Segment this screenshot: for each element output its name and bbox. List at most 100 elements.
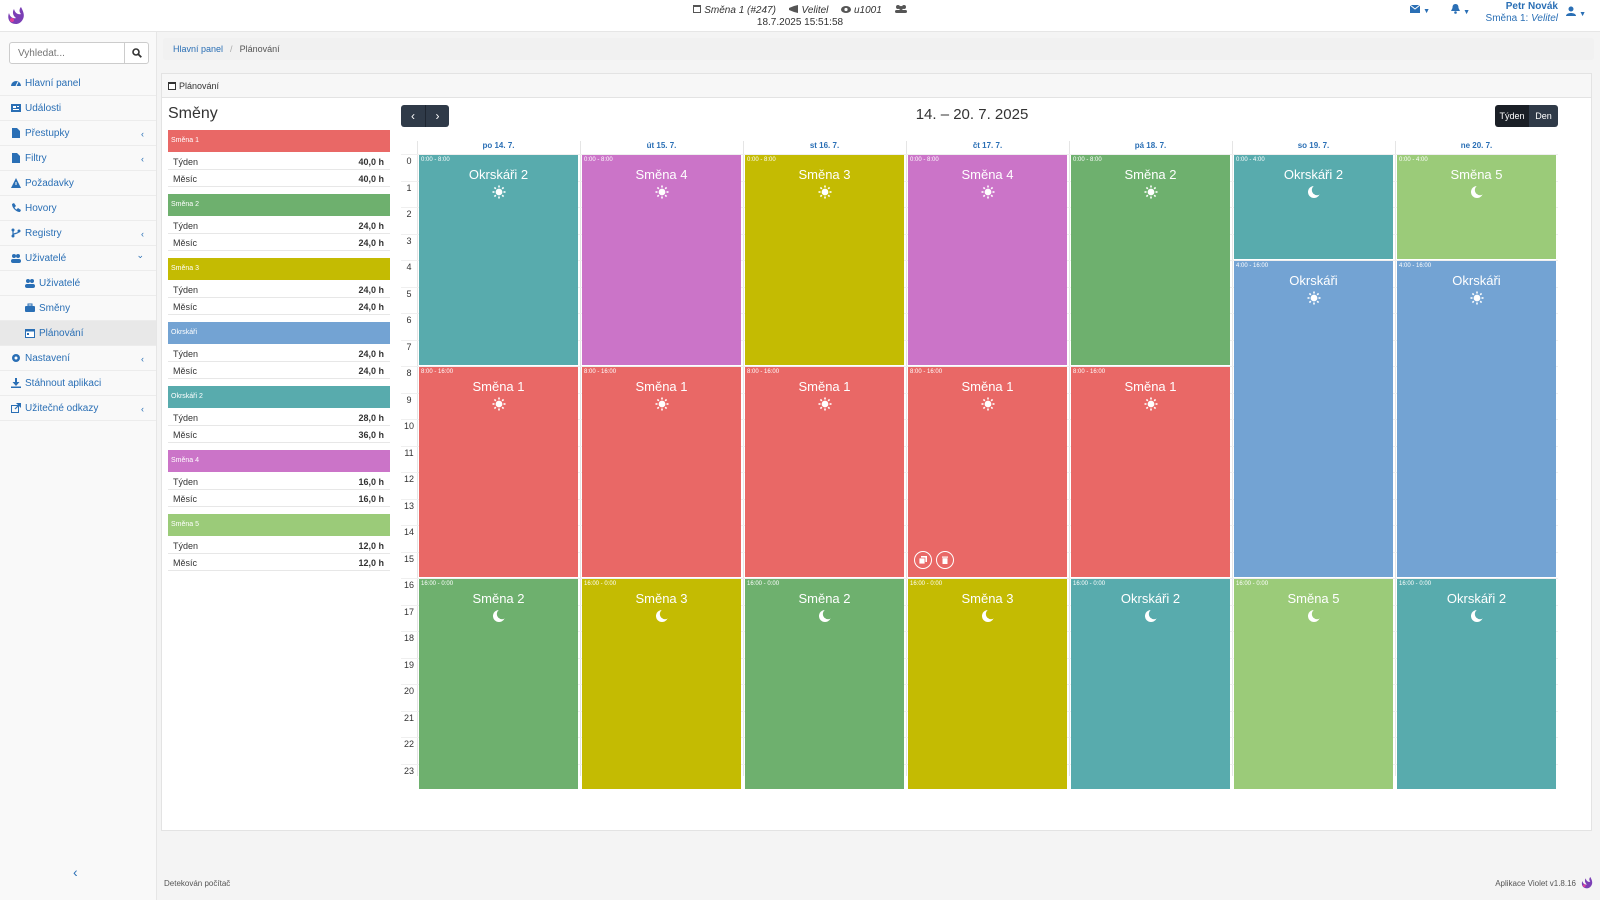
sun-icon: [1307, 291, 1320, 305]
shift-week-label: Týden: [173, 220, 199, 231]
shift-event[interactable]: 16:00 - 0:00 Směna 5: [1234, 579, 1393, 789]
event-shift-name: Okrskáři: [1289, 273, 1338, 288]
event-time: 16:00 - 0:00: [910, 581, 943, 587]
shift-month-row: Měsíc 12,0 h: [168, 555, 390, 571]
week-view-button[interactable]: Týden: [1495, 105, 1529, 127]
day-divider: [417, 141, 418, 776]
sidebar-item-icon: [11, 78, 21, 88]
shift-event[interactable]: 4:00 - 16:00 Okrskáři: [1397, 261, 1556, 577]
sidebar-item-label: Požadavky: [25, 177, 74, 189]
calendar-icon: [693, 5, 702, 13]
hour-label: 5: [406, 288, 412, 299]
sidebar-item-hovory[interactable]: Hovory: [0, 196, 156, 221]
main-content: Hlavní panel / Plánování Plánování Směny…: [157, 32, 1600, 868]
users-icon: [25, 279, 35, 288]
calendar-icon: [25, 329, 35, 338]
sidebar-item-label: Stáhnout aplikaci: [25, 377, 102, 389]
shift-event[interactable]: 16:00 - 0:00 Směna 3: [582, 579, 741, 789]
shift-event[interactable]: 0:00 - 8:00 Okrskáři 2: [419, 155, 578, 365]
shift-event[interactable]: 0:00 - 8:00 Směna 3: [745, 155, 904, 365]
sidebar-item-hlavni-panel[interactable]: Hlavní panel: [0, 71, 156, 96]
event-icon: [1397, 291, 1556, 305]
event-shift-name: Směna 2: [798, 591, 851, 606]
sidebar-item-smeny[interactable]: Směny: [0, 296, 156, 321]
day-divider: [743, 141, 744, 776]
sidebar-item-pozadavky[interactable]: Požadavky: [0, 171, 156, 196]
user-info[interactable]: Petr Novák Směna 1: Velitel: [1486, 1, 1558, 25]
sidebar-item-uzivatele[interactable]: Uživatelé: [0, 271, 156, 296]
sidebar-item-prestupky[interactable]: Přestupky ‹: [0, 121, 156, 146]
previous-week-button[interactable]: ‹: [401, 105, 425, 127]
current-shift[interactable]: Směna 1 (#247): [693, 5, 778, 16]
shift-week-hours: 24,0 h: [358, 284, 384, 295]
shift-event[interactable]: 0:00 - 8:00 Směna 4: [582, 155, 741, 365]
sidebar-item-label: Uživatelé: [39, 277, 81, 289]
shift-event[interactable]: 8:00 - 16:00 Směna 1: [745, 367, 904, 577]
sidebar-item-filtry[interactable]: Filtry ‹: [0, 146, 156, 171]
team-button[interactable]: [894, 5, 907, 16]
watcher[interactable]: u1001: [841, 5, 884, 16]
shift-event[interactable]: 16:00 - 0:00 Směna 3: [908, 579, 1067, 789]
shift-header: Směna 3: [168, 258, 390, 280]
device-detected-text: Detekován počítač: [164, 879, 231, 888]
top-bar: Směna 1 (#247) Velitel u1001 18.7.2025 1…: [0, 0, 1600, 32]
sidebar-item-nastaveni[interactable]: Nastavení ‹: [0, 346, 156, 371]
event-icon: [745, 185, 904, 199]
shift-event[interactable]: 4:00 - 16:00 Okrskáři: [1234, 261, 1393, 577]
copy-event-button[interactable]: [914, 551, 932, 569]
messages-menu[interactable]: ▼: [1409, 4, 1430, 16]
calendar-icon: [168, 81, 176, 90]
shift-event[interactable]: 0:00 - 8:00 Směna 4: [908, 155, 1067, 365]
shift-event[interactable]: 16:00 - 0:00 Okrskáři 2: [1397, 579, 1556, 789]
caret-down-icon: ▼: [1463, 9, 1470, 16]
shift-event[interactable]: 0:00 - 4:00 Okrskáři 2: [1234, 155, 1393, 259]
shift-event[interactable]: 16:00 - 0:00 Směna 2: [419, 579, 578, 789]
shift-header: Okrskáři 2: [168, 386, 390, 408]
shift-event[interactable]: 8:00 - 16:00 Směna 1: [419, 367, 578, 577]
sidebar-item-uzitecne-odkazy[interactable]: Užitečné odkazy ‹: [0, 396, 156, 421]
planning-panel: Plánování Směny Směna 1 Týden 40,0 h Měsíc 4…: [161, 73, 1592, 831]
event-time: 0:00 - 4:00: [1236, 157, 1265, 163]
search-input[interactable]: [10, 43, 125, 63]
shift-week-hours: 24,0 h: [358, 220, 384, 231]
event-shift-name: Okrskáři: [1452, 273, 1501, 288]
collapse-sidebar-button[interactable]: ‹: [73, 864, 78, 880]
chevron-left-icon: ‹: [141, 129, 144, 139]
shift-event[interactable]: 16:00 - 0:00 Směna 2: [745, 579, 904, 789]
event-icon: [419, 397, 578, 411]
cog-icon: [12, 354, 20, 362]
shift-event[interactable]: 16:00 - 0:00 Okrskáři 2: [1071, 579, 1230, 789]
sidebar-item-stahnout-aplikaci[interactable]: Stáhnout aplikaci: [0, 371, 156, 396]
current-role[interactable]: Velitel: [788, 5, 831, 16]
app-logo[interactable]: [4, 4, 28, 28]
shift-month-hours: 40,0 h: [358, 173, 384, 184]
search-button[interactable]: [124, 43, 148, 63]
sidebar-item-planovani[interactable]: Plánování: [0, 321, 156, 346]
event-icon: [1397, 609, 1556, 623]
shift-header: Okrskáři: [168, 322, 390, 344]
sidebar-item-uzivatele[interactable]: Uživatelé ⌄: [0, 246, 156, 271]
current-datetime: 18.7.2025 15:51:58: [756, 17, 844, 28]
shift-week-hours: 40,0 h: [358, 156, 384, 167]
sun-icon: [492, 185, 505, 199]
shift-event[interactable]: 0:00 - 8:00 Směna 2: [1071, 155, 1230, 365]
sidebar-item-icon: [25, 328, 35, 338]
next-week-button[interactable]: ›: [425, 105, 449, 127]
event-shift-name: Směna 1: [635, 379, 688, 394]
day-view-button[interactable]: Den: [1529, 105, 1558, 127]
delete-event-button[interactable]: [936, 551, 954, 569]
event-shift-name: Směna 5: [1287, 591, 1340, 606]
shift-week-row: Týden 24,0 h: [168, 218, 390, 234]
shift-event[interactable]: 0:00 - 4:00 Směna 5: [1397, 155, 1556, 259]
shift-event[interactable]: 8:00 - 16:00 Směna 1: [582, 367, 741, 577]
sun-icon: [492, 397, 505, 411]
sidebar-item-registry[interactable]: Registry ‹: [0, 221, 156, 246]
sidebar-item-label: Nastavení: [25, 352, 71, 364]
shift-event[interactable]: 8:00 - 16:00 Směna 1: [1071, 367, 1230, 577]
sidebar-item-udalosti[interactable]: Události: [0, 96, 156, 121]
user-menu[interactable]: ▼: [1566, 6, 1586, 19]
shift-event[interactable]: 8:00 - 16:00 Směna 1: [908, 367, 1067, 577]
sidebar-item-icon: [11, 353, 21, 363]
notifications-menu[interactable]: ▼: [1451, 4, 1470, 17]
breadcrumb-home-link[interactable]: Hlavní panel: [173, 44, 224, 54]
